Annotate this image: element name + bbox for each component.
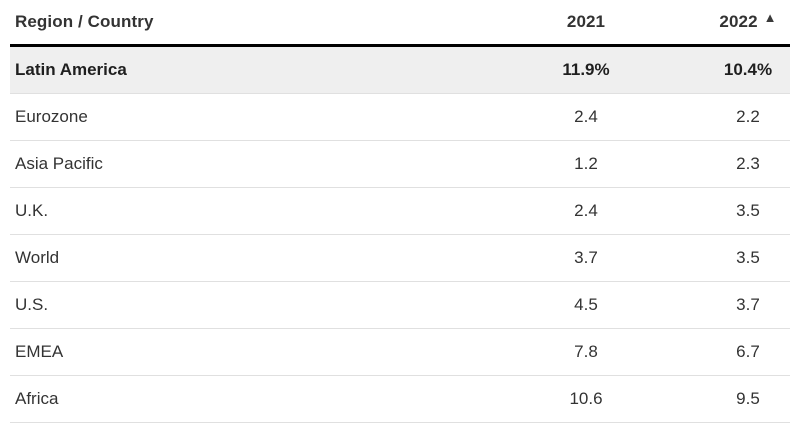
table-row: U.K. 2.4 3.5: [10, 188, 790, 235]
row-region-label: Eurozone: [15, 107, 88, 126]
row-2021-value: 2.4: [574, 107, 598, 126]
row-2021-value: 7.8: [574, 342, 598, 361]
table-body: Latin America 11.9% 10.4% Eurozone 2.4 2…: [10, 47, 790, 423]
row-region-label: World: [15, 248, 60, 267]
row-2022-value: 3.5: [736, 248, 760, 267]
row-2022-value: 3.7: [736, 295, 760, 314]
column-header-region: Region / Country: [15, 12, 154, 31]
table-row: Eurozone 2.4 2.2: [10, 94, 790, 141]
column-header-2022[interactable]: 2022 ▲: [706, 10, 790, 32]
column-header-2021[interactable]: 2021: [566, 12, 606, 31]
row-2022-value: 10.4%: [723, 60, 773, 79]
row-region-label: U.K.: [15, 201, 49, 220]
row-2021-value: 2.4: [574, 201, 598, 220]
table-row: Africa 10.6 9.5: [10, 376, 790, 423]
row-2022-value: 3.5: [736, 201, 760, 220]
table-header-row: Region / Country 2021 2022 ▲: [10, 0, 790, 47]
table-row: Asia Pacific 1.2 2.3: [10, 141, 790, 188]
table-row: U.S. 4.5 3.7: [10, 282, 790, 329]
row-2021-value: 3.7: [574, 248, 598, 267]
table-row: Latin America 11.9% 10.4%: [10, 47, 790, 94]
sort-ascending-icon: ▲: [763, 10, 777, 25]
row-2022-value: 2.2: [736, 107, 760, 126]
row-2022-value: 2.3: [736, 154, 760, 173]
column-header-2022-label: 2022: [719, 12, 758, 31]
row-region-label: U.S.: [15, 295, 49, 314]
row-region-label: Latin America: [15, 60, 127, 79]
table-row: World 3.7 3.5: [10, 235, 790, 282]
row-2021-value: 10.6: [569, 389, 603, 408]
row-2021-value: 4.5: [574, 295, 598, 314]
row-2022-value: 6.7: [736, 342, 760, 361]
row-region-label: Africa: [15, 389, 59, 408]
row-region-label: Asia Pacific: [15, 154, 103, 173]
row-2021-value: 1.2: [574, 154, 598, 173]
forecast-table: Region / Country 2021 2022 ▲ Latin Americ…: [10, 0, 790, 423]
row-2022-value: 9.5: [736, 389, 760, 408]
row-2021-value: 11.9%: [562, 60, 610, 79]
row-region-label: EMEA: [15, 342, 64, 361]
table-row: EMEA 7.8 6.7: [10, 329, 790, 376]
